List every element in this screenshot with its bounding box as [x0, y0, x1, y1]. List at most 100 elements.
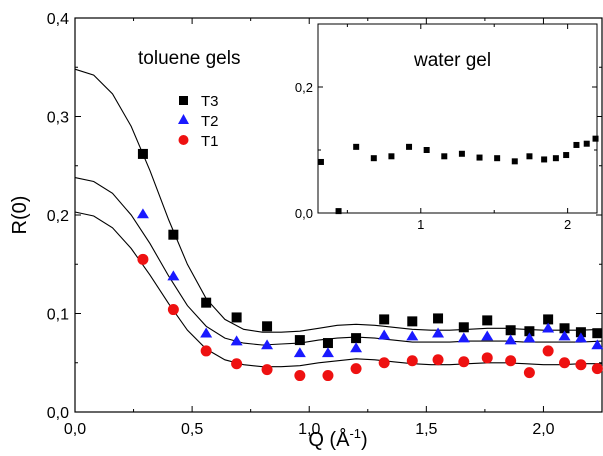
data-point-t1: [350, 363, 362, 375]
data-point-t3: [524, 326, 535, 337]
legend-marker-t3: [179, 96, 188, 105]
legend-label-t1: T1: [201, 133, 219, 150]
data-point-t1: [559, 357, 571, 369]
main-axis-ticks: 0,0 0,5 1,0 1,5 2,0 0,0 0,1 0,2 0,3 0,4: [47, 11, 602, 438]
inset-data-point: [494, 155, 501, 162]
data-point-t2: [542, 322, 555, 333]
inset-data-point: [353, 143, 360, 150]
data-point-t2: [432, 327, 445, 338]
main-annotation: toluene gels: [138, 48, 240, 69]
data-point-t1: [481, 352, 493, 364]
data-point-t2: [293, 347, 306, 358]
data-point-t1: [261, 364, 273, 376]
data-point-t1: [432, 354, 444, 366]
data-point-t1: [322, 370, 334, 382]
data-point-t2: [378, 329, 391, 340]
data-point-t2: [558, 330, 571, 341]
inset-y-tick-label: 0,0: [295, 206, 313, 221]
inset-data-point: [441, 153, 448, 160]
data-point-t2: [230, 335, 243, 346]
x-axis-title: Q (Å-1): [308, 426, 367, 451]
inset-data-point: [458, 150, 465, 157]
data-point-t3: [137, 148, 148, 159]
inset-x-tick-label: 1: [417, 217, 424, 232]
data-point-t3: [168, 229, 179, 240]
x-tick-label: 1,0: [298, 421, 320, 438]
data-point-t3: [379, 314, 390, 325]
data-point-t3: [407, 316, 418, 327]
y-tick-label: 0,0: [47, 405, 69, 422]
y-tick-label: 0,4: [47, 11, 69, 28]
data-point-t3: [433, 313, 444, 324]
inset-frame: [317, 23, 598, 214]
data-point-t3: [505, 325, 516, 336]
y-tick-label: 0,1: [47, 307, 69, 324]
data-point-t1: [231, 358, 243, 370]
data-point-t3: [458, 322, 469, 333]
inset-annotation: water gel: [413, 50, 491, 71]
data-point-t1: [505, 355, 517, 367]
data-point-t3: [231, 312, 242, 323]
inset-data-point: [476, 154, 483, 161]
y-axis-title: R(0): [9, 196, 31, 235]
legend-marker-t2: [178, 114, 189, 124]
inset-data-point: [592, 135, 599, 142]
data-point-t2: [457, 332, 470, 343]
inset-data-point: [370, 155, 377, 162]
inset-data-point: [583, 140, 590, 147]
data-point-t1: [406, 355, 418, 367]
inset-data-point: [511, 158, 518, 165]
inset-data-point: [406, 143, 413, 150]
data-point-t3: [201, 297, 212, 308]
inset-data-point: [563, 152, 570, 159]
x-tick-label: 0,0: [64, 421, 86, 438]
inset-y-tick-label: 0,2: [295, 80, 313, 95]
data-point-t3: [262, 321, 273, 332]
inset-data-point: [573, 141, 580, 148]
data-point-t1: [137, 253, 149, 265]
data-point-t2: [406, 330, 419, 341]
data-point-t1: [167, 304, 179, 316]
data-point-t2: [350, 342, 363, 353]
data-point-t2: [591, 339, 603, 350]
data-point-t3: [482, 315, 493, 326]
data-point-t1: [523, 367, 535, 379]
data-point-t2: [136, 208, 149, 219]
inset-data-point: [317, 158, 324, 165]
data-point-t3: [559, 323, 570, 334]
fit-curve-3: [74, 211, 602, 368]
inset-data-marks: [317, 135, 599, 215]
data-point-t1: [458, 356, 470, 368]
legend-label-t3: T3: [201, 93, 219, 110]
data-point-t1: [200, 345, 212, 357]
data-point-t3: [351, 333, 362, 344]
inset-data-point: [552, 155, 559, 162]
data-point-t3: [294, 335, 305, 346]
data-point-t1: [591, 363, 603, 375]
data-point-t2: [261, 339, 274, 350]
legend-marker-t1: [178, 135, 189, 145]
y-tick-label: 0,3: [47, 110, 69, 127]
data-point-t3: [543, 314, 554, 325]
inset-data-point: [541, 156, 548, 163]
data-point-t2: [321, 347, 334, 358]
legend-label-t2: T2: [201, 113, 219, 130]
data-point-t1: [542, 345, 554, 357]
data-point-t2: [504, 334, 517, 345]
main-data-marks: [136, 148, 603, 382]
data-point-t3: [592, 328, 603, 339]
inset-data-point: [388, 153, 395, 160]
inset-x-tick-label: 2: [564, 217, 571, 232]
legend: T3 T2 T1: [178, 93, 219, 150]
data-point-t1: [378, 357, 390, 369]
inset-data-point: [423, 147, 430, 153]
data-point-t3: [322, 338, 333, 349]
data-point-t2: [200, 327, 213, 338]
inset-axis-ticks: 1 2 0,0 0,2: [295, 24, 597, 232]
data-point-t1: [575, 359, 587, 371]
data-point-t2: [523, 332, 536, 343]
data-point-t2: [167, 270, 180, 281]
x-tick-label: 2,0: [532, 421, 554, 438]
data-point-t2: [574, 332, 587, 343]
